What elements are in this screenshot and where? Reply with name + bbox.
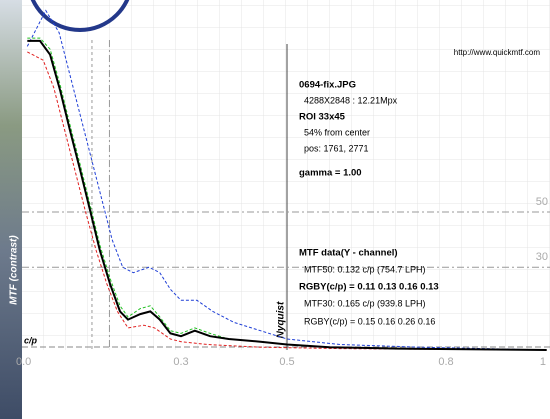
x-tick-label: 0.0 [16, 356, 31, 368]
result-line: MTF30: 0.165 c/p (939.8 LPH) [304, 298, 426, 308]
info-line: ROI 33x45 [299, 112, 346, 123]
info-line: 4288X2848 : 12.21Mpx [304, 95, 398, 105]
logo-ring [30, 0, 130, 32]
info-line: gamma = 1.00 [299, 168, 362, 179]
result-line: RGBY(c/p) = 0.15 0.16 0.26 0.16 [304, 316, 435, 326]
info-line: 0694-fix.JPG [299, 80, 356, 91]
mtf-curve [27, 51, 547, 351]
y-tick-label: 30 [536, 251, 548, 263]
x-tick-label: 0.8 [438, 356, 453, 368]
photo-strip [0, 0, 22, 419]
nyquist-label: Nyquist [276, 301, 287, 338]
y-label: MTF (contrast) [9, 235, 20, 305]
x-tick-label: 1 [540, 356, 546, 368]
x-label: c/p [24, 335, 38, 345]
y-tick-label: 50 [536, 196, 548, 208]
mtf-curve [26, 9, 547, 351]
mtf-curve [27, 39, 547, 351]
result-line: MTF50: 0.132 c/p (754.7 LPH) [304, 264, 426, 274]
x-tick-label: 0.5 [279, 356, 294, 368]
info-line: pos: 1761, 2771 [304, 143, 369, 153]
grid [22, 0, 550, 350]
x-tick-label: 0.3 [173, 356, 188, 368]
site: http://www.quickmtf.com [454, 48, 541, 57]
result-line: RGBY(c/p) = 0.11 0.13 0.16 0.13 [299, 282, 439, 293]
result-line: MTF data(Y - channel) [299, 248, 398, 259]
info-line: 54% from center [304, 127, 370, 137]
